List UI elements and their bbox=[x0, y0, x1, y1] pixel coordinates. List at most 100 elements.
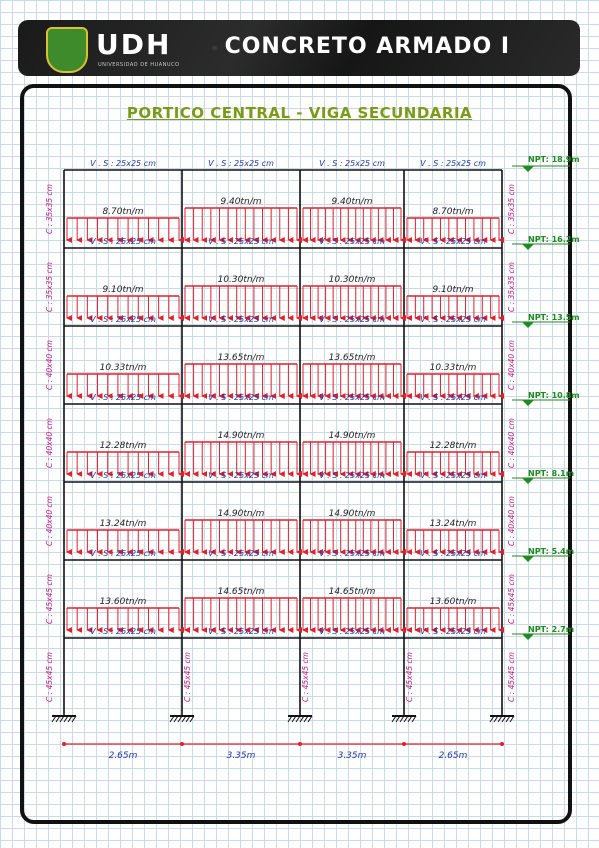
beam-label: V . S : 25x25 cm bbox=[319, 237, 385, 246]
column-label: C : 40x40 cm bbox=[507, 496, 516, 546]
support-hatch bbox=[67, 715, 73, 723]
beam-label: V . S : 25x25 cm bbox=[319, 627, 385, 636]
npt-label: NPT: 18.9m bbox=[528, 155, 580, 164]
support-hatch bbox=[59, 715, 65, 723]
npt-marker-icon bbox=[522, 166, 534, 172]
column-label: C : 45x45 cm bbox=[183, 652, 192, 702]
support-hatch bbox=[291, 715, 297, 723]
support-hatch bbox=[287, 715, 293, 723]
support-hatch bbox=[177, 715, 183, 723]
logo-text: UDH bbox=[96, 28, 172, 61]
support-hatch bbox=[489, 715, 495, 723]
beam-label: V . S : 25x25 cm bbox=[90, 315, 156, 324]
npt-label: NPT: 8.1m bbox=[528, 469, 574, 478]
beam-label: V . S : 25x25 cm bbox=[420, 393, 486, 402]
load-value: 10.33tn/m bbox=[100, 363, 147, 373]
support-hatch bbox=[501, 715, 507, 723]
load-value: 10.33tn/m bbox=[430, 363, 477, 373]
column-label: C : 35x35 cm bbox=[45, 262, 54, 312]
beam-label: V . S : 25x25 cm bbox=[208, 549, 274, 558]
column-label: C : 40x40 cm bbox=[45, 340, 54, 390]
load-value: 14.90tn/m bbox=[218, 509, 265, 519]
npt-marker-icon bbox=[522, 478, 534, 484]
beam-label: V . S : 25x25 cm bbox=[90, 549, 156, 558]
column-label: C : 35x35 cm bbox=[45, 184, 54, 234]
beam-label: V . S : 25x25 cm bbox=[420, 549, 486, 558]
support-hatch bbox=[505, 715, 511, 723]
npt-label: NPT: 13.5m bbox=[528, 313, 580, 322]
load-value: 9.10tn/m bbox=[432, 285, 473, 295]
beam-label: V . S : 25x25 cm bbox=[319, 393, 385, 402]
column-label: C : 35x35 cm bbox=[507, 184, 516, 234]
support-hatch bbox=[51, 715, 57, 723]
load-value: 14.65tn/m bbox=[218, 587, 265, 597]
beam-label: V . S : 25x25 cm bbox=[90, 471, 156, 480]
column-label: C : 45x45 cm bbox=[301, 652, 310, 702]
load-value: 13.60tn/m bbox=[100, 597, 147, 607]
support-hatch bbox=[55, 715, 61, 723]
support-hatch bbox=[185, 715, 191, 723]
support-hatch bbox=[509, 715, 515, 723]
support-hatch bbox=[395, 715, 401, 723]
beam-label: V . S : 25x25 cm bbox=[319, 315, 385, 324]
support-hatch bbox=[493, 715, 499, 723]
column-label: C : 45x45 cm bbox=[507, 574, 516, 624]
dimension-tick bbox=[298, 742, 302, 746]
support-hatch bbox=[391, 715, 397, 723]
support-hatch bbox=[303, 715, 309, 723]
load-value: 13.60tn/m bbox=[430, 597, 477, 607]
npt-marker-icon bbox=[522, 400, 534, 406]
load-value: 12.28tn/m bbox=[430, 441, 477, 451]
npt-marker-icon bbox=[522, 556, 534, 562]
load-value: 13.65tn/m bbox=[329, 353, 376, 363]
dimension-tick bbox=[402, 742, 406, 746]
beam-label: V . S : 25x25 cm bbox=[90, 159, 156, 168]
column-label: C : 45x45 cm bbox=[45, 574, 54, 624]
npt-label: NPT: 2.7m bbox=[528, 625, 574, 634]
beam-label: V . S : 25x25 cm bbox=[90, 627, 156, 636]
load-value: 12.28tn/m bbox=[100, 441, 147, 451]
beam-label: V . S : 25x25 cm bbox=[208, 393, 274, 402]
support-hatch bbox=[63, 715, 69, 723]
column-label: C : 45x45 cm bbox=[45, 652, 54, 702]
load-value: 8.70tn/m bbox=[432, 207, 473, 217]
span-label: 2.65m bbox=[109, 751, 138, 761]
load-value: 14.65tn/m bbox=[329, 587, 376, 597]
header-banner: UDH UNIVERSIDAD DE HUANUCO CONCRETO ARMA… bbox=[18, 20, 580, 76]
load-value: 10.30tn/m bbox=[218, 275, 265, 285]
support-hatch bbox=[71, 715, 77, 723]
column-label: C : 40x40 cm bbox=[507, 418, 516, 468]
header-title: CONCRETO ARMADO I bbox=[224, 34, 510, 59]
load-value: 14.90tn/m bbox=[329, 509, 376, 519]
load-value: 9.10tn/m bbox=[102, 285, 143, 295]
logo-subtext: UNIVERSIDAD DE HUANUCO bbox=[98, 62, 180, 68]
support-hatch bbox=[181, 715, 187, 723]
span-label: 2.65m bbox=[439, 751, 468, 761]
support-hatch bbox=[173, 715, 179, 723]
npt-label: NPT: 5.4m bbox=[528, 547, 574, 556]
load-value: 10.30tn/m bbox=[329, 275, 376, 285]
support-hatch bbox=[189, 715, 195, 723]
beam-label: V . S : 25x25 cm bbox=[420, 471, 486, 480]
support-hatch bbox=[407, 715, 413, 723]
dimension-tick bbox=[500, 742, 504, 746]
beam-label: V . S : 25x25 cm bbox=[208, 471, 274, 480]
beam-label: V . S : 25x25 cm bbox=[90, 237, 156, 246]
load-value: 9.40tn/m bbox=[331, 197, 372, 207]
load-value: 14.90tn/m bbox=[329, 431, 376, 441]
support-hatch bbox=[299, 715, 305, 723]
span-label: 3.35m bbox=[227, 751, 256, 761]
udh-logo-icon bbox=[46, 27, 88, 73]
beam-label: V . S : 25x25 cm bbox=[208, 159, 274, 168]
beam-label: V . S : 25x25 cm bbox=[208, 315, 274, 324]
support-hatch bbox=[307, 715, 313, 723]
load-value: 14.90tn/m bbox=[218, 431, 265, 441]
support-hatch bbox=[411, 715, 417, 723]
beam-label: V . S : 25x25 cm bbox=[208, 237, 274, 246]
column-label: C : 45x45 cm bbox=[405, 652, 414, 702]
beam-label: V . S : 25x25 cm bbox=[420, 237, 486, 246]
span-label: 3.35m bbox=[338, 751, 367, 761]
support-hatch bbox=[169, 715, 175, 723]
